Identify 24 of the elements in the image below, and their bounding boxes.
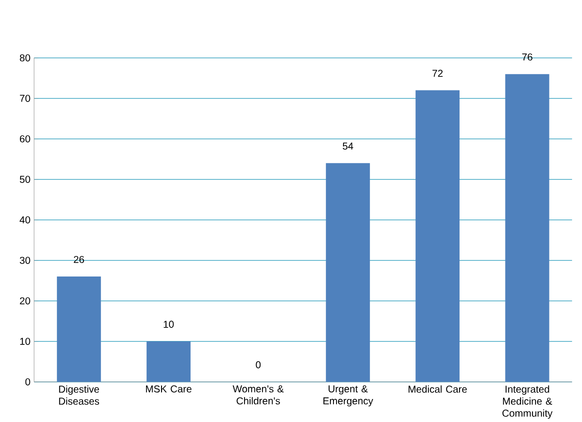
bar xyxy=(505,74,550,382)
y-tick-label: 80 xyxy=(20,54,30,62)
y-tick-label: 50 xyxy=(20,176,30,183)
y-tick-label: 20 xyxy=(20,297,30,304)
data-label: 0 xyxy=(256,361,261,368)
x-tick-label: Integrated Medicine & Community xyxy=(502,385,552,419)
x-tick-label: Medical Care xyxy=(408,385,467,393)
y-tick-label: 70 xyxy=(20,94,30,102)
data-label: 10 xyxy=(164,320,174,328)
data-label: 72 xyxy=(432,70,443,77)
bar xyxy=(146,341,191,382)
x-tick-label: Women's & Children's xyxy=(232,385,284,404)
x-tick-label: MSK Care xyxy=(146,385,192,392)
bar xyxy=(56,276,101,382)
x-tick-label: Digestive Diseases xyxy=(59,385,100,405)
y-tick-label: 30 xyxy=(20,256,30,264)
y-tick-label: 60 xyxy=(20,135,30,142)
y-tick-label: 40 xyxy=(20,216,30,224)
bar xyxy=(326,163,370,382)
y-tick-label: 10 xyxy=(20,338,30,345)
bar xyxy=(416,90,460,382)
y-tick-label: 0 xyxy=(25,378,30,386)
data-label: 54 xyxy=(342,142,354,150)
x-tick-label: Urgent & Emergency xyxy=(323,385,374,406)
